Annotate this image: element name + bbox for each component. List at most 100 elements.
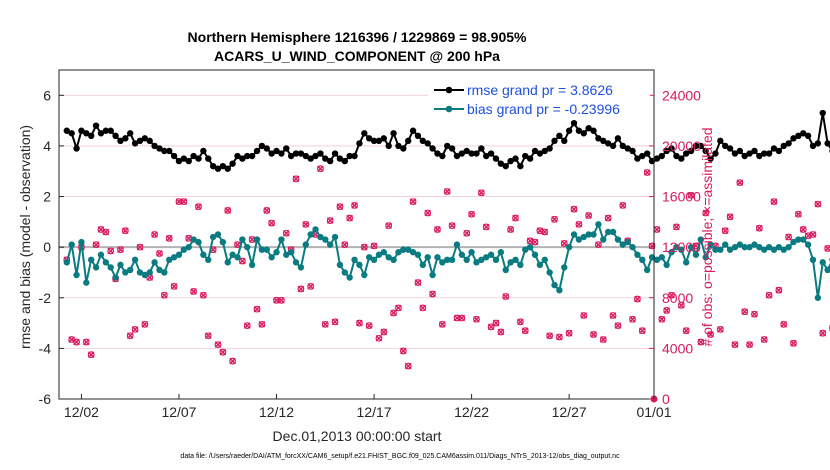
rmse-point [580, 130, 587, 137]
obs-possible-marker [307, 282, 315, 290]
obs-possible-marker [195, 203, 202, 211]
obs-possible-marker [385, 222, 393, 230]
obs-assimilated-marker [224, 207, 232, 214]
obs-assimilated-marker [536, 227, 544, 234]
obs-assimilated-marker [785, 233, 792, 241]
rmse-point [804, 132, 812, 139]
bias-point [541, 256, 548, 264]
obs-possible-marker [785, 233, 793, 241]
rmse-point [297, 150, 305, 157]
bias-point [336, 261, 344, 269]
obs-possible-marker [92, 241, 100, 249]
rmse-point [414, 132, 422, 139]
obs-assimilated-marker [375, 334, 383, 342]
rmse-point [658, 152, 666, 160]
rmse-point [180, 155, 188, 162]
bias-point [614, 236, 622, 243]
rmse-point [404, 137, 412, 145]
bias-point [473, 259, 480, 266]
obs-assimilated-marker [307, 283, 314, 290]
bias-point [390, 256, 397, 264]
obs-assimilated-marker [234, 241, 241, 248]
obs-assimilated-marker [175, 198, 183, 205]
bias-point [565, 243, 573, 251]
bias-point [795, 236, 802, 243]
obs-assimilated-marker [419, 304, 427, 312]
obs-possible-marker [448, 222, 456, 230]
rmse-point [302, 152, 309, 160]
obs-assimilated-marker [434, 226, 441, 233]
rmse-point [526, 155, 534, 162]
rmse-point [278, 150, 285, 157]
bias-point [731, 243, 739, 251]
obs-possible-marker [82, 338, 90, 346]
obs-assimilated-marker [404, 362, 412, 370]
obs-assimilated-marker [292, 175, 300, 183]
obs-assimilated-marker [531, 238, 539, 246]
obs-possible-marker [492, 319, 500, 327]
obs-possible-marker [370, 242, 378, 250]
bias-point [682, 259, 690, 266]
rmse-point [687, 147, 695, 155]
rmse-point [507, 157, 514, 165]
rmse-point [775, 147, 783, 155]
rmse-point [619, 142, 626, 150]
bias-point [653, 256, 661, 264]
obs-assimilated-marker [151, 231, 158, 238]
obs-possible-marker [775, 286, 783, 294]
obs-possible-marker [765, 291, 773, 299]
rmse-point [541, 147, 548, 155]
bias-point [507, 259, 514, 266]
bias-point [517, 261, 524, 269]
obs-possible-marker [326, 217, 334, 224]
obs-assimilated-marker [663, 307, 670, 314]
obs-assimilated-marker [609, 312, 617, 319]
bias-point [370, 256, 378, 264]
bias-point [434, 254, 441, 261]
rmse-point [483, 152, 490, 160]
rmse-point [107, 127, 114, 134]
rmse-point [273, 147, 280, 155]
obs-assimilated-marker [83, 338, 90, 346]
bias-point [117, 261, 124, 269]
obs-possible-marker [282, 229, 290, 237]
rmse-point [141, 135, 149, 142]
chart-title-line2: ACARS_U_WIND_COMPONENT @ 200 hPa [214, 48, 500, 64]
rmse-point [400, 145, 407, 152]
bias-point [419, 261, 427, 269]
obs-possible-marker [760, 336, 768, 343]
bias-point [595, 221, 602, 228]
obs-assimilated-marker [248, 236, 256, 243]
obs-possible-marker [175, 198, 183, 206]
rmse-point [341, 157, 348, 165]
y-tick-label-left: -2 [39, 290, 52, 306]
bias-point [131, 256, 139, 264]
obs-assimilated-marker [751, 310, 758, 318]
obs-possible-marker [302, 220, 310, 228]
obs-assimilated-marker [678, 302, 685, 309]
obs-assimilated-marker [219, 348, 227, 356]
rmse-point [478, 145, 485, 152]
rmse-point [790, 135, 797, 142]
bias-point [229, 251, 236, 258]
bias-point [361, 271, 368, 279]
obs-possible-marker [229, 357, 237, 365]
bias-point [395, 249, 402, 256]
obs-possible-marker [551, 215, 558, 223]
obs-assimilated-marker [824, 245, 830, 252]
rmse-point [434, 150, 441, 157]
obs-possible-marker [419, 304, 427, 312]
bias-point [297, 264, 305, 271]
bias-point [166, 256, 173, 264]
rmse-point [92, 122, 100, 129]
bias-point [136, 269, 144, 276]
obs-possible-marker [702, 209, 710, 217]
bias-point [692, 251, 700, 258]
obs-possible-marker [507, 226, 515, 233]
obs-assimilated-marker [92, 241, 100, 248]
bias-point [444, 256, 451, 264]
obs-assimilated-marker [760, 336, 768, 343]
obs-layer [63, 165, 830, 403]
obs-possible-marker [380, 328, 388, 336]
obs-possible-marker [780, 320, 788, 328]
